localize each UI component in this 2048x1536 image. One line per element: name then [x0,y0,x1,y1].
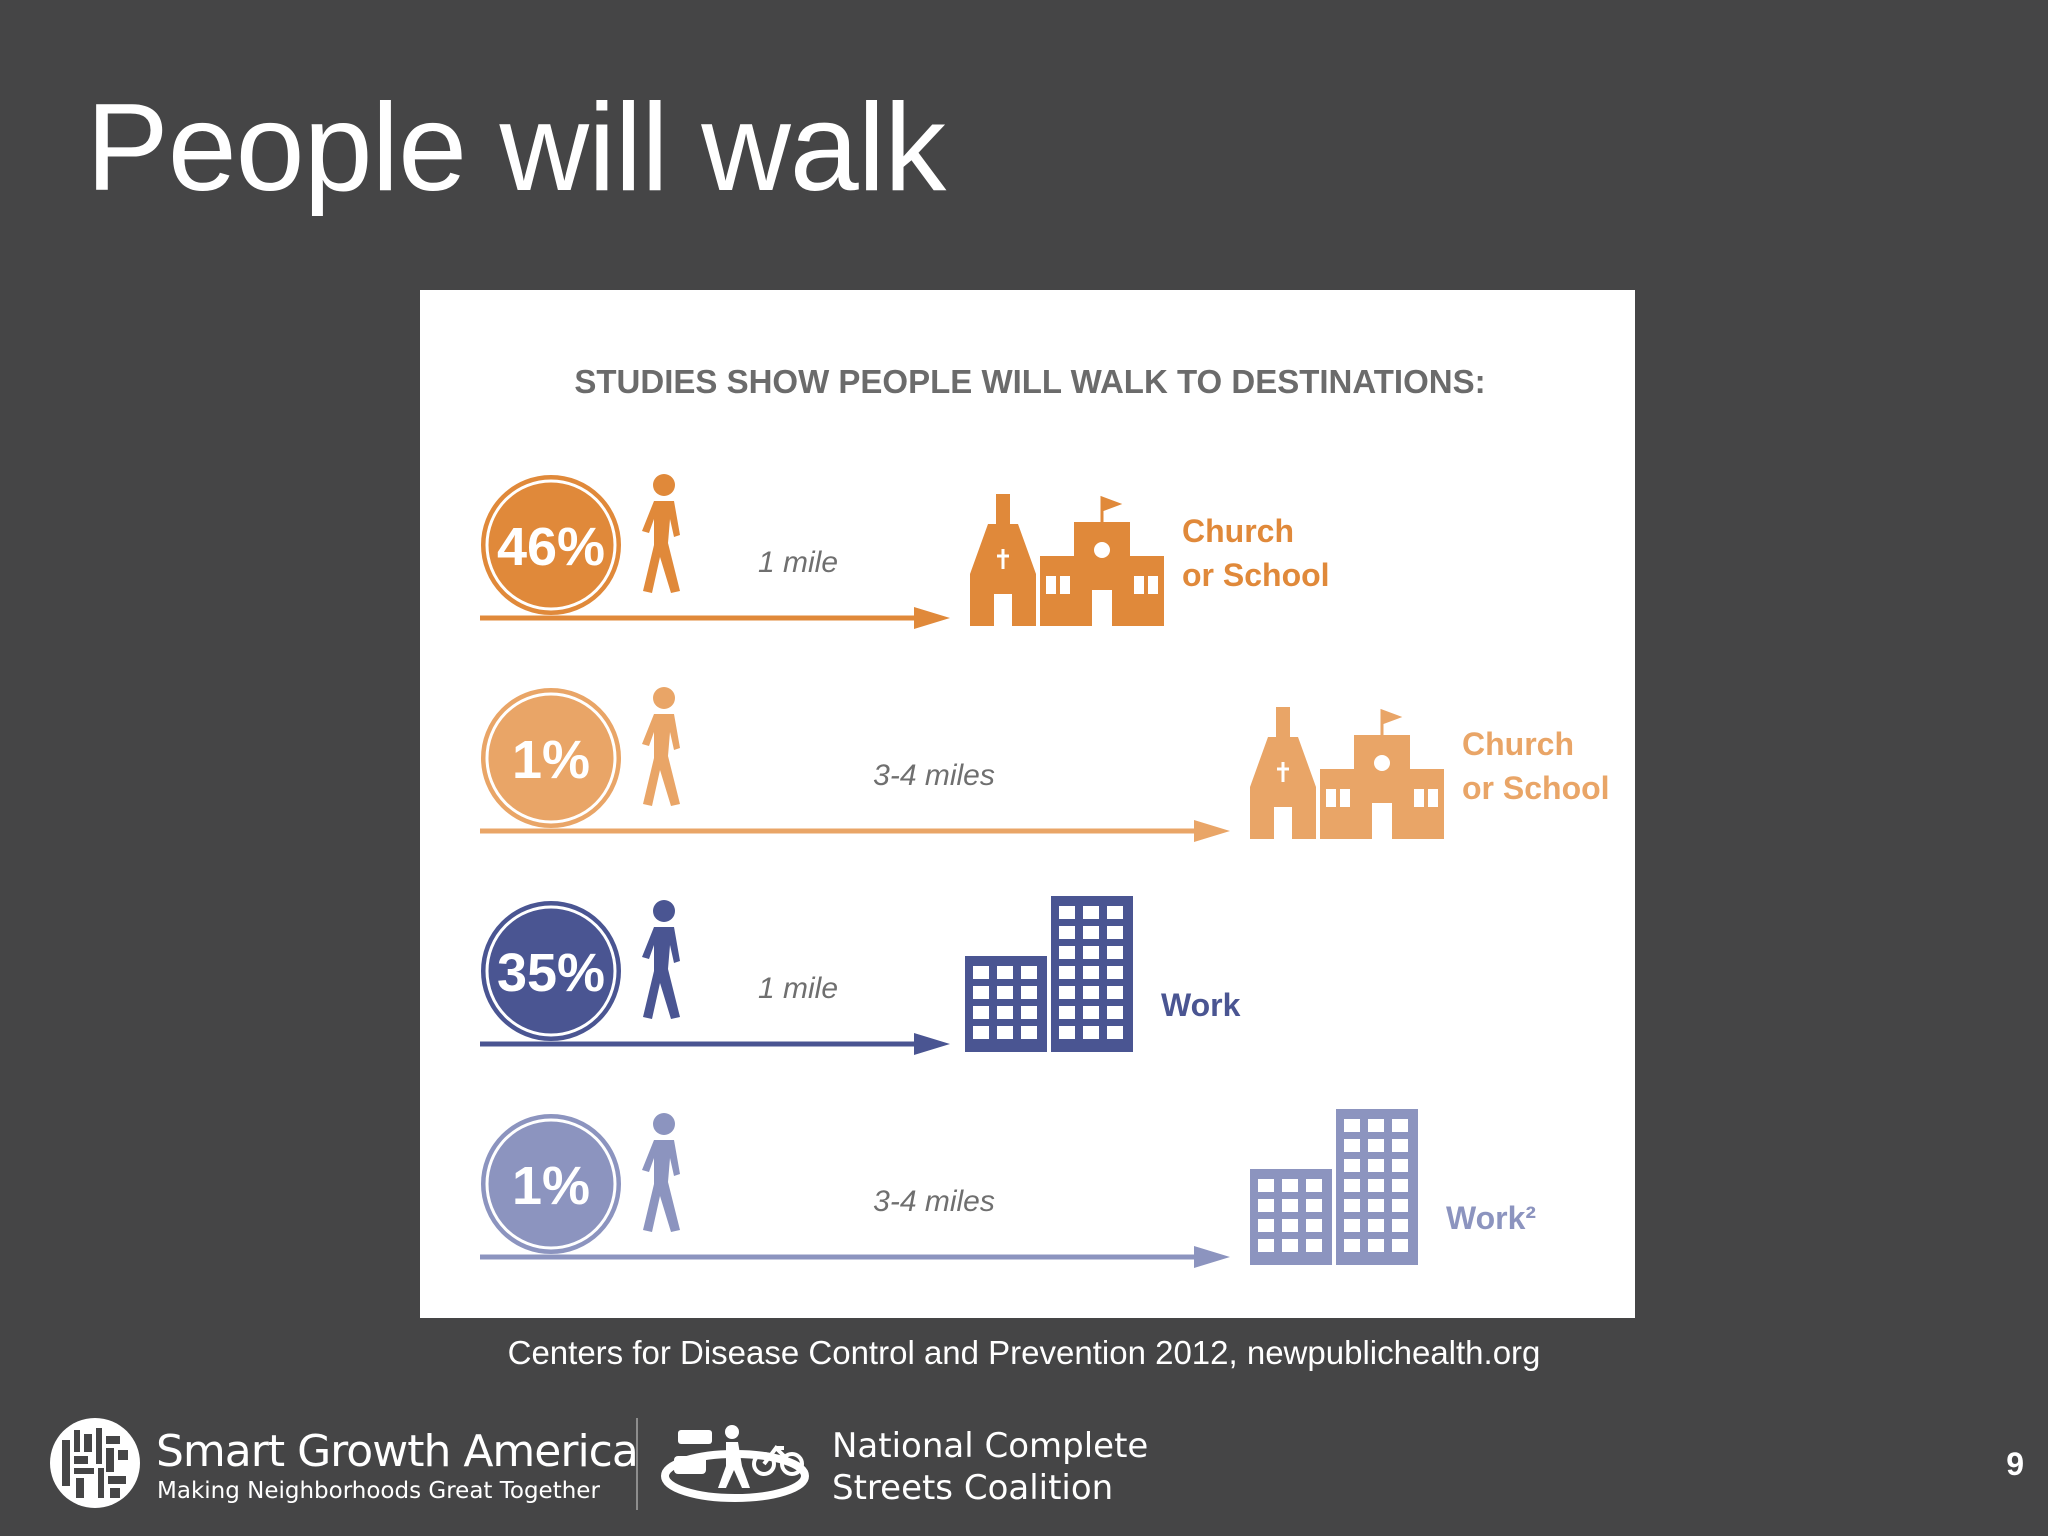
walk-row: 46% 1 mile Church or School [477,471,1330,629]
smart-growth-america-logo-icon [50,1418,140,1508]
percent-label: 35% [497,943,605,1003]
destination-label-line2: or School [1462,770,1610,806]
walking-person-icon [642,1113,680,1232]
page-number: 9 [2006,1446,2024,1482]
percent-label: 1% [512,1156,590,1216]
walking-person-icon [642,474,680,593]
sga-tagline: Making Neighborhoods Great Together [157,1478,600,1504]
distance-label: 1 mile [758,546,838,579]
office-building-icon [1250,1109,1418,1265]
distance-label: 3-4 miles [873,1185,995,1218]
distance-label: 1 mile [758,972,838,1005]
destination-label: Church [1182,513,1294,549]
percent-label: 46% [497,517,605,577]
office-building-icon [965,896,1133,1052]
church-school-icon [1250,707,1444,839]
destination-label: Work [1161,987,1241,1023]
walking-infographic: STUDIES SHOW PEOPLE WILL WALK TO DESTINA… [420,290,1635,1318]
ncsc-name-line2: Streets Coalition [832,1468,1114,1508]
infographic-heading: STUDIES SHOW PEOPLE WILL WALK TO DESTINA… [574,363,1485,400]
walking-person-icon [642,900,680,1019]
distance-label: 3-4 miles [873,759,995,792]
destination-label: Work² [1446,1200,1536,1236]
percent-label: 1% [512,730,590,790]
footer-divider [636,1418,638,1510]
ncsc-name-line1: National Complete [832,1426,1149,1466]
walk-row: 35% 1 mile Work [477,896,1241,1055]
walk-row: 1% 3-4 miles Church or School [477,684,1610,842]
sga-name: Smart Growth America [156,1426,639,1477]
walking-person-icon [642,687,680,806]
complete-streets-logo-icon [661,1425,809,1502]
infographic-canvas: STUDIES SHOW PEOPLE WILL WALK TO DESTINA… [477,363,1610,1268]
source-caption: Centers for Disease Control and Preventi… [507,1334,1541,1371]
destination-label: Church [1462,726,1574,762]
walk-row: 1% 3-4 miles Work² [477,1109,1536,1268]
church-school-icon [970,494,1164,626]
slide-title: People will walk [86,79,946,217]
destination-label-line2: or School [1182,557,1330,593]
